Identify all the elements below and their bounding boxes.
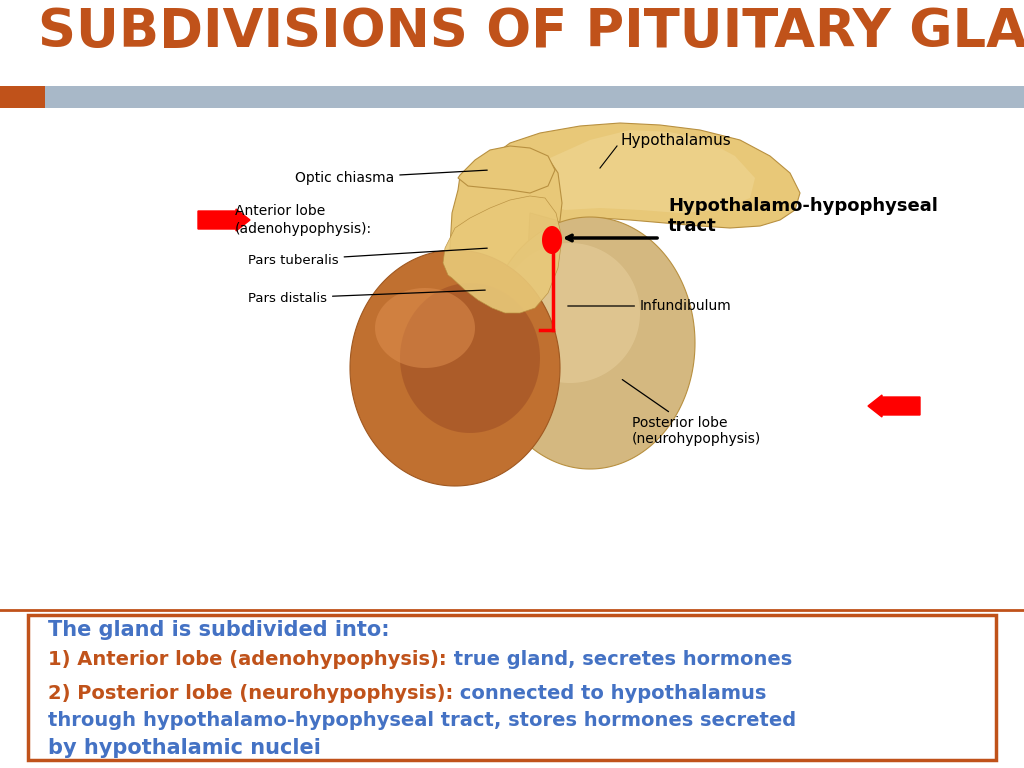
Polygon shape [458,146,555,193]
Polygon shape [400,283,540,433]
Text: 1) Anterior lobe (adenohypophysis):: 1) Anterior lobe (adenohypophysis): [48,650,446,669]
Text: Posterior lobe
(neurohypophysis): Posterior lobe (neurohypophysis) [623,379,761,446]
Text: hypothalamo-hypophyseal tract: hypothalamo-hypophyseal tract [142,711,494,730]
Text: Optic chiasma: Optic chiasma [295,170,487,185]
Text: SUBDIVISIONS OF PITUITARY GLAND: SUBDIVISIONS OF PITUITARY GLAND [38,6,1024,58]
Bar [0,86,45,108]
Text: Anterior lobe
(adenohypophysis):: Anterior lobe (adenohypophysis): [234,204,372,236]
Bar [45,86,1024,108]
Text: , stores hormones secreted: , stores hormones secreted [494,711,796,730]
Text: Pars tuberalis: Pars tuberalis [248,248,487,266]
FancyBboxPatch shape [28,615,996,760]
Polygon shape [520,130,755,213]
Polygon shape [375,288,475,368]
Polygon shape [443,196,562,313]
Polygon shape [480,123,800,240]
Text: through: through [48,711,142,730]
Text: Hypothalamus: Hypothalamus [620,133,731,148]
Polygon shape [525,213,575,368]
Text: by hypothalamic nuclei: by hypothalamic nuclei [48,738,321,758]
Text: connected to hypothalamus: connected to hypothalamus [454,684,767,703]
Text: 2) Posterior lobe (neurohypophysis):: 2) Posterior lobe (neurohypophysis): [48,684,454,703]
Polygon shape [350,250,560,486]
FancyArrow shape [868,395,920,417]
Text: true gland, secretes hormones: true gland, secretes hormones [446,650,792,669]
Text: Hypothalamo-hypophyseal
tract: Hypothalamo-hypophyseal tract [668,197,938,236]
Text: The gland is subdivided into:: The gland is subdivided into: [48,620,389,640]
Polygon shape [542,226,562,254]
Text: Infundibulum: Infundibulum [567,299,732,313]
Polygon shape [500,243,640,383]
Polygon shape [450,148,562,330]
Text: Pars distalis: Pars distalis [248,290,485,304]
Polygon shape [485,217,695,469]
FancyArrow shape [198,209,250,231]
